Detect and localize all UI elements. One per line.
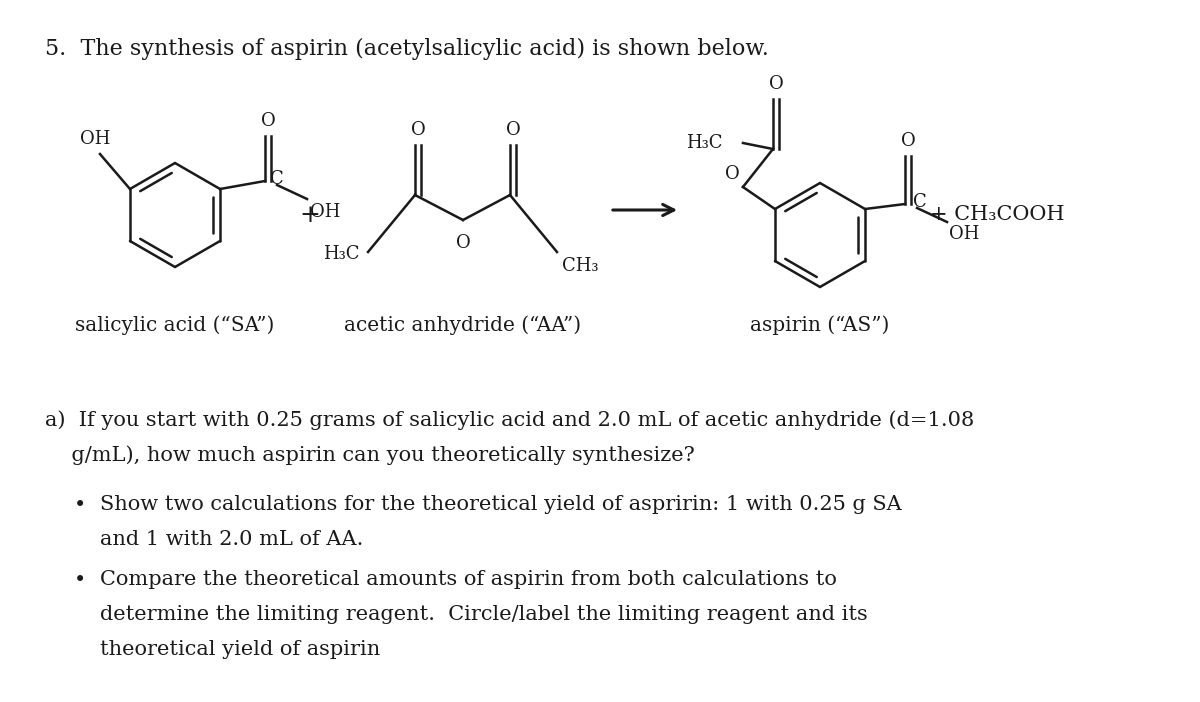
Text: O: O	[768, 75, 784, 93]
Text: Compare the theoretical amounts of aspirin from both calculations to: Compare the theoretical amounts of aspir…	[100, 570, 836, 589]
Text: C: C	[913, 193, 926, 211]
Text: 5.  The synthesis of aspirin (acetylsalicylic acid) is shown below.: 5. The synthesis of aspirin (acetylsalic…	[46, 38, 769, 60]
Text: OH: OH	[949, 225, 979, 243]
Text: CH₃: CH₃	[562, 257, 599, 275]
Text: •: •	[74, 495, 86, 515]
Text: determine the limiting reagent.  Circle/label the limiting reagent and its: determine the limiting reagent. Circle/l…	[100, 605, 868, 624]
Text: O: O	[260, 112, 276, 130]
Text: OH: OH	[310, 203, 341, 221]
Text: O: O	[725, 165, 740, 183]
Text: salicylic acid (“SA”): salicylic acid (“SA”)	[76, 315, 275, 335]
Text: theoretical yield of aspirin: theoretical yield of aspirin	[100, 640, 380, 659]
Text: H₃C: H₃C	[324, 245, 360, 263]
Text: and 1 with 2.0 mL of AA.: and 1 with 2.0 mL of AA.	[100, 530, 364, 549]
Text: a)  If you start with 0.25 grams of salicylic acid and 2.0 mL of acetic anhydrid: a) If you start with 0.25 grams of salic…	[46, 410, 974, 430]
Text: acetic anhydride (“AA”): acetic anhydride (“AA”)	[344, 315, 582, 335]
Text: +: +	[300, 204, 320, 227]
Text: O: O	[456, 234, 470, 252]
Text: •: •	[74, 570, 86, 590]
Text: g/mL), how much aspirin can you theoretically synthesize?: g/mL), how much aspirin can you theoreti…	[46, 445, 695, 465]
Text: C: C	[270, 170, 283, 188]
Text: O: O	[410, 121, 425, 139]
Text: + CH₃COOH: + CH₃COOH	[930, 206, 1064, 225]
Text: Show two calculations for the theoretical yield of aspririn: 1 with 0.25 g SA: Show two calculations for the theoretica…	[100, 495, 901, 514]
Text: H₃C: H₃C	[686, 134, 722, 152]
Text: aspirin (“AS”): aspirin (“AS”)	[750, 315, 889, 335]
Text: O: O	[505, 121, 521, 139]
Text: OH: OH	[79, 130, 110, 148]
Text: O: O	[901, 132, 916, 150]
